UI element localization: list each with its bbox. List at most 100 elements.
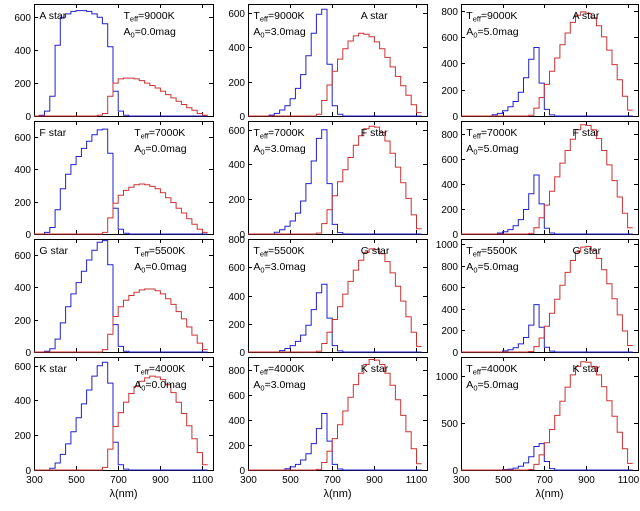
teff-subscript: eff — [473, 250, 482, 259]
a0-annotation: A0=3.0mag — [253, 261, 306, 275]
rp-spectrum-curve — [461, 124, 633, 235]
teff-main: T — [134, 245, 141, 257]
teff-annotation: Teff=9000K — [124, 10, 175, 24]
x-tick-label: 900 — [366, 475, 383, 486]
y-tick-label: 200 — [14, 431, 31, 442]
a0-subscript: 0 — [141, 266, 145, 275]
teff-main: T — [134, 127, 141, 139]
a0-main: A — [253, 261, 260, 273]
star-type-label: K star — [573, 363, 601, 375]
a0-value: =5.0mag — [477, 26, 518, 38]
teff-subscript: eff — [260, 368, 269, 377]
y-tick-label: 200 — [14, 316, 31, 327]
teff-annotation: Teff=7000K — [466, 127, 517, 141]
teff-subscript: eff — [130, 15, 139, 24]
x-tick-label: 700 — [110, 475, 127, 486]
teff-annotation: Teff=5500K — [253, 245, 304, 259]
a0-annotation: A0=5.0mag — [466, 26, 519, 40]
plot-frame — [461, 121, 639, 235]
star-type-label: A star — [573, 10, 600, 22]
teff-annotation: Teff=4000K — [253, 363, 304, 377]
star-type-label: G star — [573, 245, 602, 257]
star-type-label: F star — [361, 127, 388, 139]
bp-spectrum-curve — [248, 8, 422, 117]
a0-subscript: 0 — [260, 148, 264, 157]
a0-value: =3.0mag — [265, 379, 306, 391]
teff-main: T — [253, 245, 260, 257]
a0-subscript: 0 — [260, 384, 264, 393]
a0-value: =3.0mag — [265, 143, 306, 155]
bp-spectrum-curve — [34, 10, 208, 117]
rp-spectrum-curve — [248, 32, 422, 117]
a0-subscript: 0 — [141, 148, 145, 157]
y-tick-label: 400 — [228, 416, 245, 427]
x-tick-label: 500 — [282, 475, 299, 486]
y-tick-label: 0 — [25, 112, 31, 123]
teff-value: =4000K — [481, 363, 518, 375]
y-tick-label: 400 — [14, 283, 31, 294]
x-tick-label: 900 — [578, 475, 595, 486]
y-tick-label: 0 — [25, 466, 31, 477]
a0-main: A — [253, 143, 260, 155]
rp-spectrum-curve — [248, 125, 422, 235]
bp-spectrum-curve — [248, 413, 422, 471]
y-tick-label: 400 — [228, 160, 245, 171]
y-tick-label: 400 — [14, 396, 31, 407]
teff-main: T — [253, 10, 260, 22]
teff-subscript: eff — [260, 15, 269, 24]
y-tick-label: 200 — [441, 326, 458, 337]
x-tick-label: 300 — [453, 475, 470, 486]
y-tick-label: 0 — [239, 112, 245, 123]
teff-value: =9000K — [268, 10, 305, 22]
y-tick-label: 0 — [239, 348, 245, 359]
a0-subscript: 0 — [473, 148, 477, 157]
y-tick-label: 400 — [228, 43, 245, 54]
bp-spectrum-curve — [34, 128, 208, 235]
teff-main: T — [466, 127, 473, 139]
y-tick-label: 600 — [441, 33, 458, 44]
a0-subscript: 0 — [473, 31, 477, 40]
teff-value: =7000K — [268, 127, 305, 139]
y-tick-label: 200 — [228, 320, 245, 331]
a0-annotation: A0=5.0mag — [466, 379, 519, 393]
teff-annotation: Teff=4000K — [134, 363, 185, 377]
a0-subscript: 0 — [260, 31, 264, 40]
teff-annotation: Teff=7000K — [253, 127, 304, 141]
star-type-label: F star — [39, 127, 66, 139]
a0-main: A — [253, 379, 260, 391]
teff-value: =4000K — [149, 363, 186, 375]
y-tick-label: 400 — [228, 292, 245, 303]
a0-value: =0.0mag — [145, 379, 186, 391]
rp-spectrum-curve — [248, 248, 422, 353]
a0-annotation: A0=3.0mag — [253, 26, 306, 40]
star-type-label: K star — [361, 363, 389, 375]
y-tick-label: 600 — [441, 283, 458, 294]
teff-subscript: eff — [260, 250, 269, 259]
star-type-label: A star — [361, 10, 388, 22]
teff-annotation: Teff=9000K — [253, 10, 304, 24]
a0-value: =0.0mag — [135, 26, 176, 38]
teff-main: T — [124, 10, 131, 22]
star-type-label: F star — [573, 127, 600, 139]
a0-value: =5.0mag — [477, 261, 518, 273]
a0-subscript: 0 — [473, 384, 477, 393]
teff-main: T — [466, 363, 473, 375]
teff-value: =4000K — [268, 363, 305, 375]
y-tick-label: 600 — [14, 133, 31, 144]
a0-annotation: A0=0.0mag — [124, 26, 177, 40]
a0-annotation: A0=3.0mag — [253, 379, 306, 393]
teff-value: =5500K — [268, 245, 305, 257]
y-tick-label: 200 — [14, 198, 31, 209]
rp-spectrum-curve — [34, 288, 208, 353]
y-tick-label: 500 — [441, 419, 458, 430]
y-tick-label: 800 — [441, 262, 458, 273]
teff-subscript: eff — [141, 250, 150, 259]
star-type-label: G star — [39, 245, 68, 257]
y-tick-label: 200 — [14, 79, 31, 90]
teff-annotation: Teff=9000K — [466, 10, 517, 24]
y-tick-label: 0 — [452, 112, 458, 123]
teff-value: =5500K — [481, 245, 518, 257]
